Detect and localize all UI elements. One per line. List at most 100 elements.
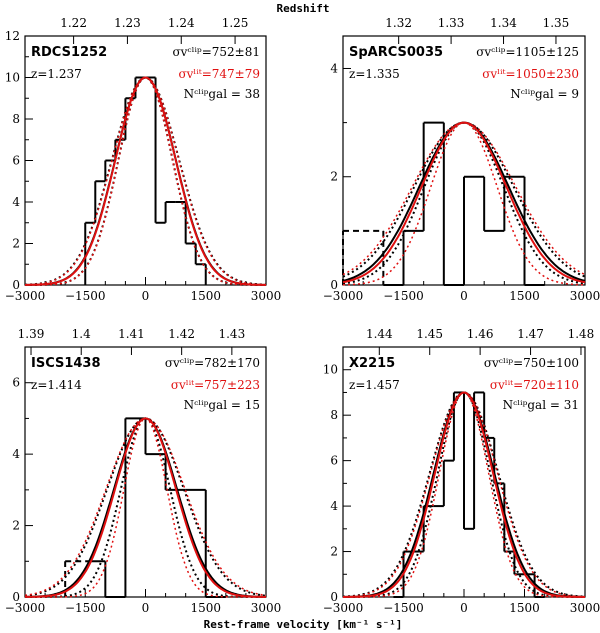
top-axis-title: Redshift: [277, 2, 330, 15]
x-tick-label: 1500: [190, 601, 221, 615]
top-tick-label: 1.24: [168, 16, 195, 30]
x-tick-label: 0: [460, 289, 468, 303]
x-tick-label: 3000: [570, 601, 600, 615]
gauss-lit: [343, 391, 585, 598]
x-tick-label: 1500: [509, 601, 540, 615]
panel-x2215: −3000 −1500 0 1500 3000 0 2 4 6 8 10 1.44 1.45 1.46 1.…: [323, 327, 600, 615]
x-tick-label: −1500: [383, 289, 424, 303]
gauss-lit-upper: [342, 121, 586, 276]
y-tick-label: 8: [12, 112, 20, 126]
ngal-label: Nᶜˡⁱᵖgal = 15: [184, 398, 260, 412]
gauss-lit: [25, 417, 266, 598]
gauss-lit: [342, 121, 586, 284]
y-tick-label: 2: [12, 237, 20, 251]
gauss-lit-lower: [25, 76, 266, 286]
sigma-lit-label: σvˡⁱᵗ=1050±230: [482, 67, 579, 81]
redshift-label: z=1.457: [349, 378, 400, 392]
x-tick-label: −1500: [383, 601, 424, 615]
gauss-lit-lower: [343, 121, 585, 286]
ngal-label: Nᶜˡⁱᵖgal = 38: [184, 87, 260, 101]
top-tick-label: 1.25: [222, 16, 249, 30]
ngal-label: Nᶜˡⁱᵖgal = 31: [503, 398, 579, 412]
top-tick-label: 1.32: [385, 16, 412, 30]
x-tick-label: 0: [142, 601, 150, 615]
x-tick-label: 3000: [570, 289, 600, 303]
x-tick-label: −3000: [323, 289, 364, 303]
x-tick-label: −3000: [5, 601, 46, 615]
cluster-name: SpARCS0035: [349, 45, 443, 60]
panel-rdcs1252: −3000 −1500 0 1500 3000 0 2 4 6 8 10 12 1.22 1.23 1.24…: [5, 16, 282, 303]
gauss-clip-upper: [342, 391, 586, 598]
y-tick-label: 4: [330, 61, 338, 75]
top-tick-label: 1.39: [18, 327, 45, 341]
y-tick-label: 2: [330, 545, 338, 559]
x-tick-label: 0: [460, 601, 468, 615]
y-tick-label: 2: [12, 519, 20, 533]
redshift-label: z=1.237: [31, 67, 82, 81]
x-tick-label: −3000: [323, 601, 364, 615]
top-tick-label: 1.35: [543, 16, 570, 30]
y-tick-label: 10: [323, 363, 338, 377]
y-tick-label: 2: [330, 170, 338, 184]
panel-sparcs0035: −3000 −1500 0 1500 3000 0 2 4 1.32 1.33 1.34 1.35 Sp…: [323, 16, 600, 303]
bottom-axis-title: Rest-frame velocity [km⁻¹ s⁻¹]: [204, 618, 403, 631]
gauss-lit-upper: [25, 76, 266, 286]
y-tick-label: 10: [5, 71, 20, 85]
top-tick-label: 1.48: [568, 327, 595, 341]
sigma-lit-label: σvˡⁱᵗ=720±110: [490, 378, 579, 392]
y-tick-label: 4: [12, 195, 20, 209]
sigma-clip-label: σvᶜˡⁱᵖ=752±81: [172, 45, 260, 59]
y-tick-label: 0: [330, 590, 338, 604]
x-tick-label: −3000: [5, 289, 46, 303]
x-tick-label: 3000: [251, 289, 282, 303]
panel-iscs1438: −3000 −1500 0 1500 3000 0 2 4 6 1.39 1.4 1.41 1.42 1.…: [5, 327, 282, 615]
gauss-clip-lower: [25, 76, 266, 286]
top-tick-label: 1.23: [114, 16, 141, 30]
y-tick-label: 12: [5, 29, 20, 43]
sigma-lit-label: σvˡⁱᵗ=757±223: [171, 378, 260, 392]
y-tick-label: 0: [330, 278, 338, 292]
y-tick-label: 8: [330, 408, 338, 422]
gauss-lit-lower: [343, 391, 585, 598]
cluster-name: ISCS1438: [31, 356, 101, 371]
top-tick-label: 1.34: [490, 16, 517, 30]
top-tick-label: 1.43: [218, 327, 245, 341]
sigma-clip-label: σvᶜˡⁱᵖ=782±170: [165, 356, 260, 370]
y-tick-label: 0: [12, 278, 20, 292]
gauss-lit: [25, 76, 266, 286]
x-tick-label: −1500: [65, 289, 106, 303]
sigma-clip-label: σvᶜˡⁱᵖ=1105±125: [476, 45, 579, 59]
y-tick-label: 4: [12, 447, 20, 461]
top-tick-label: 1.4: [72, 327, 91, 341]
cluster-name: X2215: [349, 356, 395, 371]
top-tick-label: 1.45: [416, 327, 443, 341]
redshift-label: z=1.335: [349, 67, 400, 81]
top-tick-label: 1.33: [438, 16, 465, 30]
y-tick-label: 6: [12, 154, 20, 168]
x-tick-label: −1500: [65, 601, 106, 615]
sigma-lit-label: σvˡⁱᵗ=747±79: [178, 67, 260, 81]
gauss-clip: [25, 76, 266, 286]
gauss-clip-upper: [24, 76, 267, 286]
y-tick-label: 6: [330, 454, 338, 468]
y-tick-label: 6: [12, 376, 20, 390]
x-tick-label: 1500: [190, 289, 221, 303]
x-tick-label: 3000: [251, 601, 282, 615]
gauss-clip-lower: [342, 121, 586, 285]
top-tick-label: 1.42: [168, 327, 195, 341]
top-tick-label: 1.22: [60, 16, 87, 30]
redshift-label: z=1.414: [31, 378, 82, 392]
sigma-clip-label: σvᶜˡⁱᵖ=750±100: [484, 356, 579, 370]
x-tick-label: 1500: [509, 289, 540, 303]
top-tick-label: 1.46: [467, 327, 494, 341]
y-tick-label: 0: [12, 590, 20, 604]
y-tick-label: 4: [330, 499, 338, 513]
top-tick-label: 1.47: [517, 327, 544, 341]
top-tick-label: 1.44: [366, 327, 393, 341]
panels: −3000 −1500 0 1500 3000 0 2 4 6 8 10 12 1.22 1.23 1.24…: [5, 16, 600, 615]
cluster-name: RDCS1252: [31, 45, 107, 60]
ngal-label: Nᶜˡⁱᵖgal = 9: [510, 87, 579, 101]
x-tick-label: 0: [142, 289, 150, 303]
top-tick-label: 1.41: [118, 327, 145, 341]
